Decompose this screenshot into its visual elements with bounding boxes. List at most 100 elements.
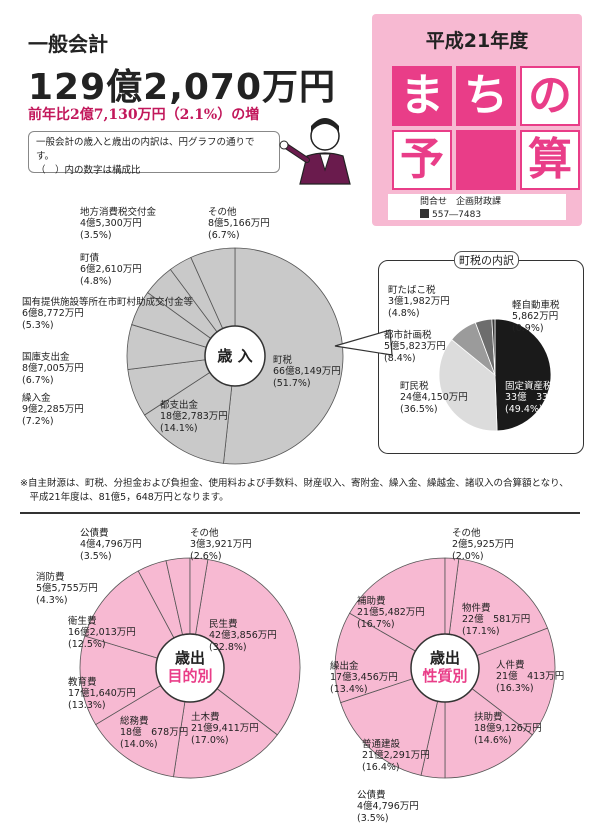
pie-center-label: 歳 入 — [205, 347, 265, 365]
slice-percent: (51.7%) — [273, 377, 311, 389]
slice-label: 都支出金 18億2,783万円 (14.1%) — [160, 400, 228, 434]
slice-percent: (13.4%) — [330, 683, 368, 695]
slice-percent: (0.9%) — [512, 322, 544, 334]
slice-percent: (14.6%) — [474, 734, 512, 746]
slice-amount: 17億1,640万円 — [68, 688, 136, 700]
slice-name: その他 — [190, 528, 219, 539]
contact-phone: 557―7483 — [432, 209, 482, 220]
pie-slice — [84, 570, 191, 669]
slice-name: 教育費 — [68, 677, 97, 688]
slice-amount: 3億1,982万円 — [388, 296, 450, 308]
slice-label: 扶助費 18億9,126万円 (14.6%) — [474, 712, 542, 746]
slice-name: 土木費 — [191, 712, 220, 723]
slice-label: 衛生費 16億2,013万円 (12.5%) — [68, 616, 136, 650]
contact-line: 問合せ 企画財政課 — [420, 197, 502, 207]
slice-amount: 22億 581万円 — [462, 614, 531, 626]
slice-percent: (7.2%) — [22, 415, 54, 427]
slice-label: 町民税 24億4,150万円 (36.5%) — [400, 381, 468, 415]
slice-name: その他 — [208, 207, 237, 218]
slice-label: その他 3億3,921万円 (2.6%) — [190, 528, 252, 562]
slice-percent: (17.1%) — [462, 625, 500, 637]
slice-percent: (12.5%) — [68, 638, 106, 650]
pie-slice — [494, 318, 552, 432]
slice-label: 土木費 21億9,411万円 (17.0%) — [191, 712, 259, 746]
pie-slice — [444, 627, 556, 736]
slice-name: 繰出金 — [330, 661, 359, 672]
slice-amount: 18億9,126万円 — [474, 723, 542, 735]
slice-percent: (6.7%) — [208, 229, 240, 241]
slice-name: 物件費 — [462, 603, 491, 614]
slice-amount: 16億2,013万円 — [68, 627, 136, 639]
pie-center-label: 歳出 目的別 — [150, 649, 230, 685]
center-label-line: 歳 入 — [217, 346, 253, 365]
slice-name: 総務費 — [120, 716, 149, 727]
slice-name: 国庫支出金 — [22, 352, 70, 363]
slice-label: 町税 66億8,149万円 (51.7%) — [273, 355, 341, 389]
slice-name: 町民税 — [400, 381, 429, 392]
pie-slice — [491, 318, 496, 376]
slice-name: 都支出金 — [160, 400, 199, 411]
slice-name: 町たばこ税 — [388, 285, 436, 296]
note-box: 一般会計の歳入と歳出の内訳は、円グラフの通りです。 （ ）内の数字は構成比 — [28, 131, 280, 176]
slice-amount: 8億5,166万円 — [208, 218, 270, 230]
slice-percent: (4.8%) — [388, 307, 420, 319]
slice-name: 公債費 — [80, 528, 109, 539]
pie-slice — [223, 247, 344, 465]
slice-amount: 5,862万円 — [512, 311, 559, 323]
slice-percent: (2.0%) — [452, 550, 484, 562]
slice-label: 消防費 5億5,755万円 (4.3%) — [36, 572, 98, 606]
tax-breakdown-title: 町税の内訳 — [454, 251, 519, 269]
slice-label: 公債費 4億4,796万円 (3.5%) — [357, 790, 419, 824]
slice-label: 総務費 18億 678万円 (14.0%) — [120, 716, 188, 750]
pie-hole — [155, 633, 225, 703]
slice-name: 地方消費税交付金 — [80, 207, 157, 218]
slice-name: 固定資産税 — [505, 381, 553, 392]
slice-label: 人件費 21億 413万円 (16.3%) — [496, 660, 564, 694]
slice-name: 町税 — [273, 355, 293, 366]
slice-amount: 3億3,921万円 — [190, 539, 252, 551]
slice-amount: 5億5,823万円 — [384, 341, 446, 353]
slice-amount: 4億5,300万円 — [80, 218, 142, 230]
slice-label: 固定資産税 33億 3325万円 (49.4%) — [505, 381, 579, 415]
note-line: （ ）内の数字は構成比 — [36, 164, 141, 176]
slice-amount: 24億4,150万円 — [400, 392, 468, 404]
slice-name: 扶助費 — [474, 712, 503, 723]
slice-amount: 21億5,482万円 — [357, 607, 425, 619]
slice-name: その他 — [452, 528, 481, 539]
slice-percent: (32.8%) — [209, 641, 247, 653]
page-title: 一般会計 — [28, 32, 108, 56]
note-line: 一般会計の歳入と歳出の内訳は、円グラフの通りです。 — [36, 137, 255, 162]
slice-percent: (14.0%) — [120, 738, 158, 750]
banner-tile — [456, 130, 516, 190]
slice-name: 軽自動車税 — [512, 300, 560, 311]
pie-slice — [438, 339, 498, 432]
slice-percent: (17.0%) — [191, 734, 229, 746]
footnote-line: 平成21年度は、81億5，648万円となります。 — [20, 491, 229, 503]
slice-amount: 42億3,856万円 — [209, 630, 277, 642]
slice-percent: (4.3%) — [36, 594, 68, 606]
pie-slice — [334, 612, 446, 704]
pie-hole — [204, 325, 266, 387]
section-divider — [20, 512, 580, 514]
slice-name: 人件費 — [496, 660, 525, 671]
total-amount: 129億2,070万円 — [28, 67, 337, 108]
pie-slice — [79, 635, 191, 726]
slice-amount: 18億 678万円 — [120, 727, 189, 739]
footnote-line: ※自主財源は、町税、分担金および負担金、使用料および手数料、財産収入、寄附金、繰… — [20, 478, 569, 489]
banner-tile: 算 — [520, 130, 580, 190]
slice-name: 補助費 — [357, 596, 386, 607]
slice-amount: 5億5,755万円 — [36, 583, 98, 595]
slice-percent: (13.3%) — [68, 699, 106, 711]
slice-amount: 21億2,291万円 — [362, 750, 430, 762]
slice-amount: 18億2,783万円 — [160, 411, 228, 423]
phone-icon — [420, 208, 429, 218]
banner-tile: ま — [392, 66, 452, 126]
slice-name: 国有提供施設等所在市町村助成交付金等 — [22, 297, 194, 308]
slice-name: 町債 — [80, 253, 100, 264]
slice-label: 国有提供施設等所在市町村助成交付金等 6億8,772万円 (5.3%) — [22, 297, 193, 331]
center-label-line: 歳出 — [174, 649, 205, 668]
slice-percent: (5.3%) — [22, 319, 54, 331]
slice-percent: (4.8%) — [80, 275, 112, 287]
slice-label: 公債費 4億4,796万円 (3.5%) — [80, 528, 142, 562]
